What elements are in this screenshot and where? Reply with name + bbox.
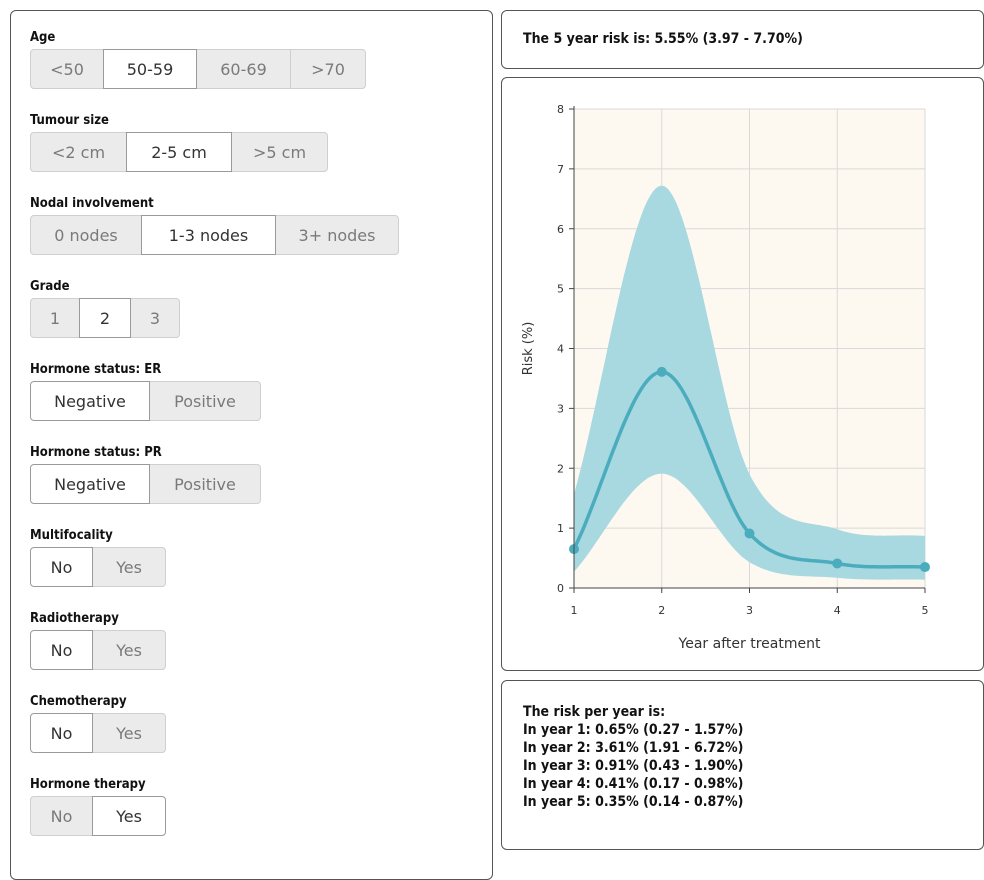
data-point-year-4 <box>832 558 843 569</box>
nodal-option-3-plus[interactable]: 3+ nodes <box>275 215 399 255</box>
y-tick-label-7: 7 <box>557 163 564 176</box>
pr-status-label: Hormone status: PR <box>30 445 162 460</box>
multifocality-selector: No Yes <box>30 547 166 587</box>
grade-option-3[interactable]: 3 <box>130 298 180 338</box>
per-year-line-4: In year 4: 0.41% (0.17 - 0.98%) <box>523 776 744 792</box>
age-option-60-69[interactable]: 60-69 <box>196 49 291 89</box>
nodal-option-1-3[interactable]: 1-3 nodes <box>141 215 276 255</box>
grade-label: Grade <box>30 279 70 294</box>
tumour-size-option-over-5cm[interactable]: >5 cm <box>231 132 328 172</box>
x-tick-label-5: 5 <box>922 604 929 617</box>
nodal-selector: 0 nodes 1-3 nodes 3+ nodes <box>30 215 399 255</box>
radiotherapy-option-yes[interactable]: Yes <box>92 630 166 670</box>
age-option-50-59[interactable]: 50-59 <box>103 49 197 89</box>
age-option-over-70[interactable]: >70 <box>290 49 366 89</box>
per-year-panel: The risk per year is: In year 1: 0.65% (… <box>501 680 984 850</box>
confidence-band <box>574 185 925 580</box>
x-tick-label-2: 2 <box>658 604 665 617</box>
y-tick-label-8: 8 <box>557 103 564 116</box>
radiotherapy-selector: No Yes <box>30 630 166 670</box>
hormone-therapy-option-yes[interactable]: Yes <box>92 796 166 836</box>
x-tick-label-4: 4 <box>834 604 841 617</box>
pr-status-selector: Negative Positive <box>30 464 261 504</box>
er-status-label: Hormone status: ER <box>30 362 162 377</box>
chemotherapy-group: Chemotherapy No Yes <box>30 693 166 753</box>
er-status-group: Hormone status: ER Negative Positive <box>30 361 261 421</box>
age-label: Age <box>30 30 56 45</box>
grade-selector: 1 2 3 <box>30 298 180 338</box>
input-panel: Age <50 50-59 60-69 >70 Tumour size <2 c… <box>10 10 493 880</box>
tumour-size-group: Tumour size <2 cm 2-5 cm >5 cm <box>30 112 328 172</box>
per-year-line-1: In year 1: 0.65% (0.27 - 1.57%) <box>523 722 744 738</box>
per-year-line-5: In year 5: 0.35% (0.14 - 0.87%) <box>523 794 744 810</box>
nodal-label: Nodal involvement <box>30 196 154 211</box>
tumour-size-option-under-2cm[interactable]: <2 cm <box>30 132 127 172</box>
per-year-title: The risk per year is: <box>523 704 666 720</box>
age-selector: <50 50-59 60-69 >70 <box>30 49 366 89</box>
radiotherapy-group: Radiotherapy No Yes <box>30 610 166 670</box>
grade-group: Grade 1 2 3 <box>30 278 180 338</box>
chart-axes <box>569 106 926 593</box>
multifocality-group: Multifocality No Yes <box>30 527 166 587</box>
hormone-therapy-option-no[interactable]: No <box>30 796 93 836</box>
tumour-size-label: Tumour size <box>30 113 109 128</box>
chemotherapy-selector: No Yes <box>30 713 166 753</box>
y-tick-label-4: 4 <box>557 343 564 356</box>
multifocality-label: Multifocality <box>30 528 113 543</box>
five-year-risk-text: The 5 year risk is: 5.55% (3.97 - 7.70%) <box>523 31 803 47</box>
radiotherapy-option-no[interactable]: No <box>30 630 93 670</box>
per-year-line-2: In year 2: 3.61% (1.91 - 6.72%) <box>523 740 744 756</box>
multifocality-option-no[interactable]: No <box>30 547 93 587</box>
multifocality-option-yes[interactable]: Yes <box>92 547 166 587</box>
data-point-year-5 <box>920 562 930 573</box>
per-year-list: The risk per year is: In year 1: 0.65% (… <box>523 703 743 811</box>
grade-option-1[interactable]: 1 <box>30 298 80 338</box>
hormone-therapy-group: Hormone therapy No Yes <box>30 776 166 836</box>
pr-status-group: Hormone status: PR Negative Positive <box>30 444 261 504</box>
y-tick-label-5: 5 <box>557 283 564 296</box>
y-tick-label-2: 2 <box>557 462 564 475</box>
nodal-group: Nodal involvement 0 nodes 1-3 nodes 3+ n… <box>30 195 399 255</box>
radiotherapy-label: Radiotherapy <box>30 611 119 626</box>
data-point-year-2 <box>656 366 667 377</box>
per-year-line-3: In year 3: 0.91% (0.43 - 1.90%) <box>523 758 744 774</box>
risk-series-points <box>569 366 930 573</box>
y-tick-label-3: 3 <box>557 402 564 415</box>
chemotherapy-label: Chemotherapy <box>30 694 127 709</box>
hormone-therapy-label: Hormone therapy <box>30 777 146 792</box>
y-tick-label-6: 6 <box>557 223 564 236</box>
hormone-therapy-selector: No Yes <box>30 796 166 836</box>
grade-option-2[interactable]: 2 <box>79 298 131 338</box>
er-status-selector: Negative Positive <box>30 381 261 421</box>
y-tick-label-0: 0 <box>557 582 564 595</box>
risk-summary-panel: The 5 year risk is: 5.55% (3.97 - 7.70%) <box>501 10 984 69</box>
age-option-under-50[interactable]: <50 <box>30 49 104 89</box>
chemotherapy-option-yes[interactable]: Yes <box>92 713 166 753</box>
nodal-option-0[interactable]: 0 nodes <box>30 215 142 255</box>
age-group: Age <50 50-59 60-69 >70 <box>30 29 366 89</box>
data-point-year-3 <box>744 528 755 539</box>
x-tick-label-1: 1 <box>571 604 578 617</box>
tumour-size-selector: <2 cm 2-5 cm >5 cm <box>30 132 328 172</box>
er-option-positive[interactable]: Positive <box>149 381 261 421</box>
x-tick-label-3: 3 <box>746 604 753 617</box>
pr-option-positive[interactable]: Positive <box>149 464 261 504</box>
er-option-negative[interactable]: Negative <box>30 381 150 421</box>
pr-option-negative[interactable]: Negative <box>30 464 150 504</box>
x-axis-label: Year after treatment <box>678 636 821 652</box>
tumour-size-option-2-5cm[interactable]: 2-5 cm <box>126 132 232 172</box>
chemotherapy-option-no[interactable]: No <box>30 713 93 753</box>
y-axis-label: Risk (%) <box>521 322 536 376</box>
y-tick-label-1: 1 <box>557 522 564 535</box>
